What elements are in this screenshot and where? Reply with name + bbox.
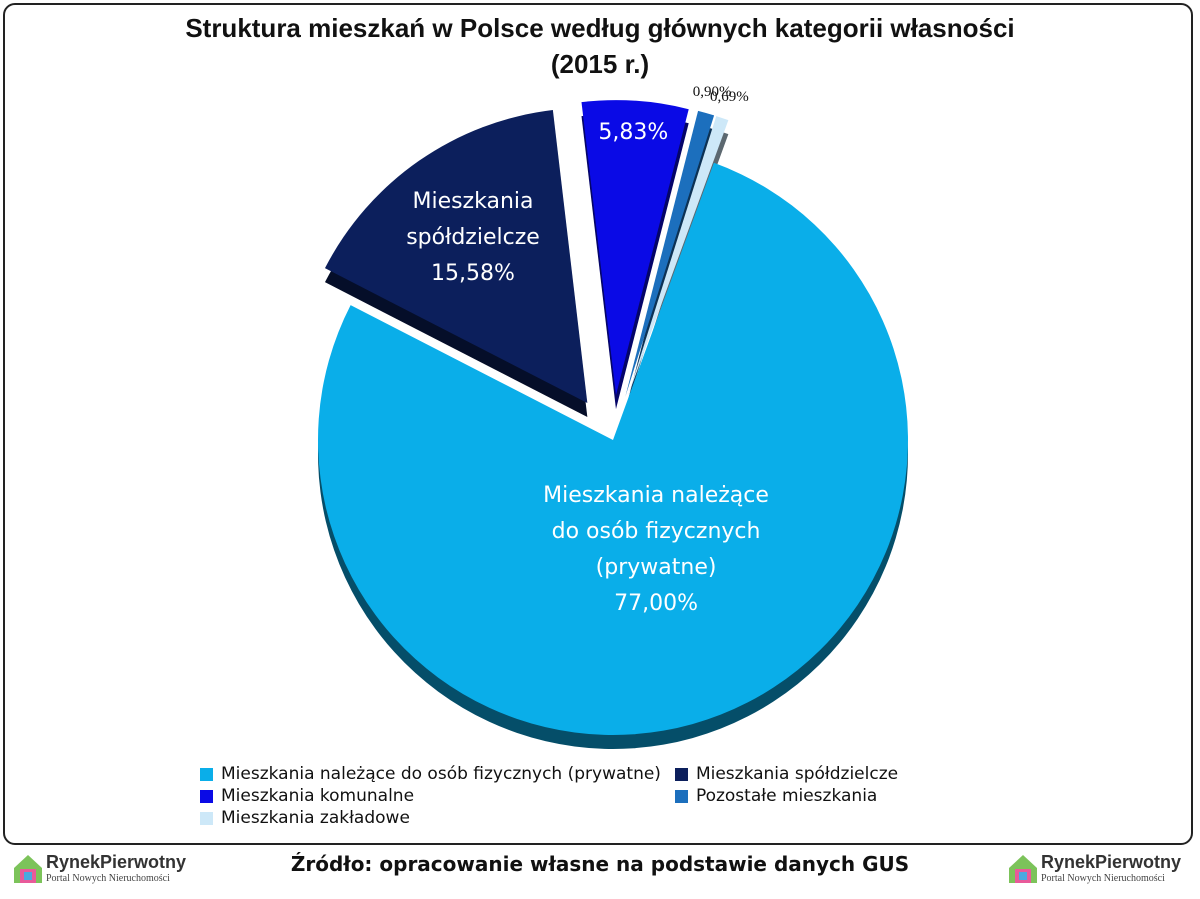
slice-label: Mieszkania spółdzielcze 15,58% (388, 184, 558, 292)
slice-label-value: 15,58% (431, 261, 515, 287)
logo: RynekPierwotny Portal Nowych Nieruchomośc… (1005, 850, 1181, 886)
slice-label-name: Mieszkania spółdzielcze (406, 189, 540, 251)
logo-tagline: Portal Nowych Nieruchomości (1041, 873, 1165, 884)
source-note: Źródło: opracowanie własne na podstawie … (290, 852, 910, 876)
slice-label-name: Mieszkania należące do osób fizycznych (… (543, 482, 769, 580)
logo-name: RynekPierwotny (46, 852, 187, 872)
legend: Mieszkania należące do osób fizycznych (… (200, 764, 898, 828)
slice-label-value: 5,83% (598, 120, 669, 146)
logo-icon (1009, 855, 1037, 883)
legend-label: Pozostałe mieszkania (695, 786, 878, 806)
legend-label: Mieszkania spółdzielcze (695, 764, 899, 784)
logo-tagline: Portal Nowych Nieruchomości (46, 873, 170, 884)
legend-label: Mieszkania zakładowe (221, 808, 410, 828)
legend-item: Mieszkania spółdzielcze (674, 764, 899, 784)
slice-label-value: 0,90% (692, 83, 732, 100)
slice (324, 110, 588, 404)
chart-title: Struktura mieszkań w Polsce według główn… (185, 13, 1015, 79)
slice (627, 116, 729, 398)
slice (317, 162, 908, 736)
legend-item: Mieszkania komunalne (200, 786, 661, 806)
slice-label: 0,69% (644, 88, 814, 106)
legend-swatch (200, 789, 213, 803)
slice-label: 5,83% (548, 115, 718, 151)
legend-swatch (674, 767, 688, 781)
logo-name: RynekPierwotny (1041, 852, 1182, 872)
legend-swatch (200, 811, 213, 825)
slice-label: Mieszkania należące do osób fizycznych (… (541, 478, 771, 622)
slice-label-value: 0,69% (710, 89, 749, 106)
chart-frame (3, 3, 1193, 845)
slice-label-value: 77,00% (614, 590, 698, 616)
slice-label: 0,90% (627, 83, 797, 101)
logo: RynekPierwotny Portal Nowych Nieruchomośc… (10, 850, 186, 886)
slice (581, 100, 689, 396)
legend-item: Pozostałe mieszkania (674, 786, 898, 806)
legend-label: Mieszkania komunalne (221, 786, 415, 806)
legend-item: Mieszkania należące do osób fizycznych (… (200, 764, 661, 784)
legend-item: Mieszkania zakładowe (200, 808, 661, 828)
logo-icon (14, 855, 42, 883)
legend-label: Mieszkania należące do osób fizycznych (… (221, 764, 661, 784)
legend-swatch (200, 767, 213, 781)
slice (625, 110, 715, 397)
legend-swatch (674, 789, 688, 803)
